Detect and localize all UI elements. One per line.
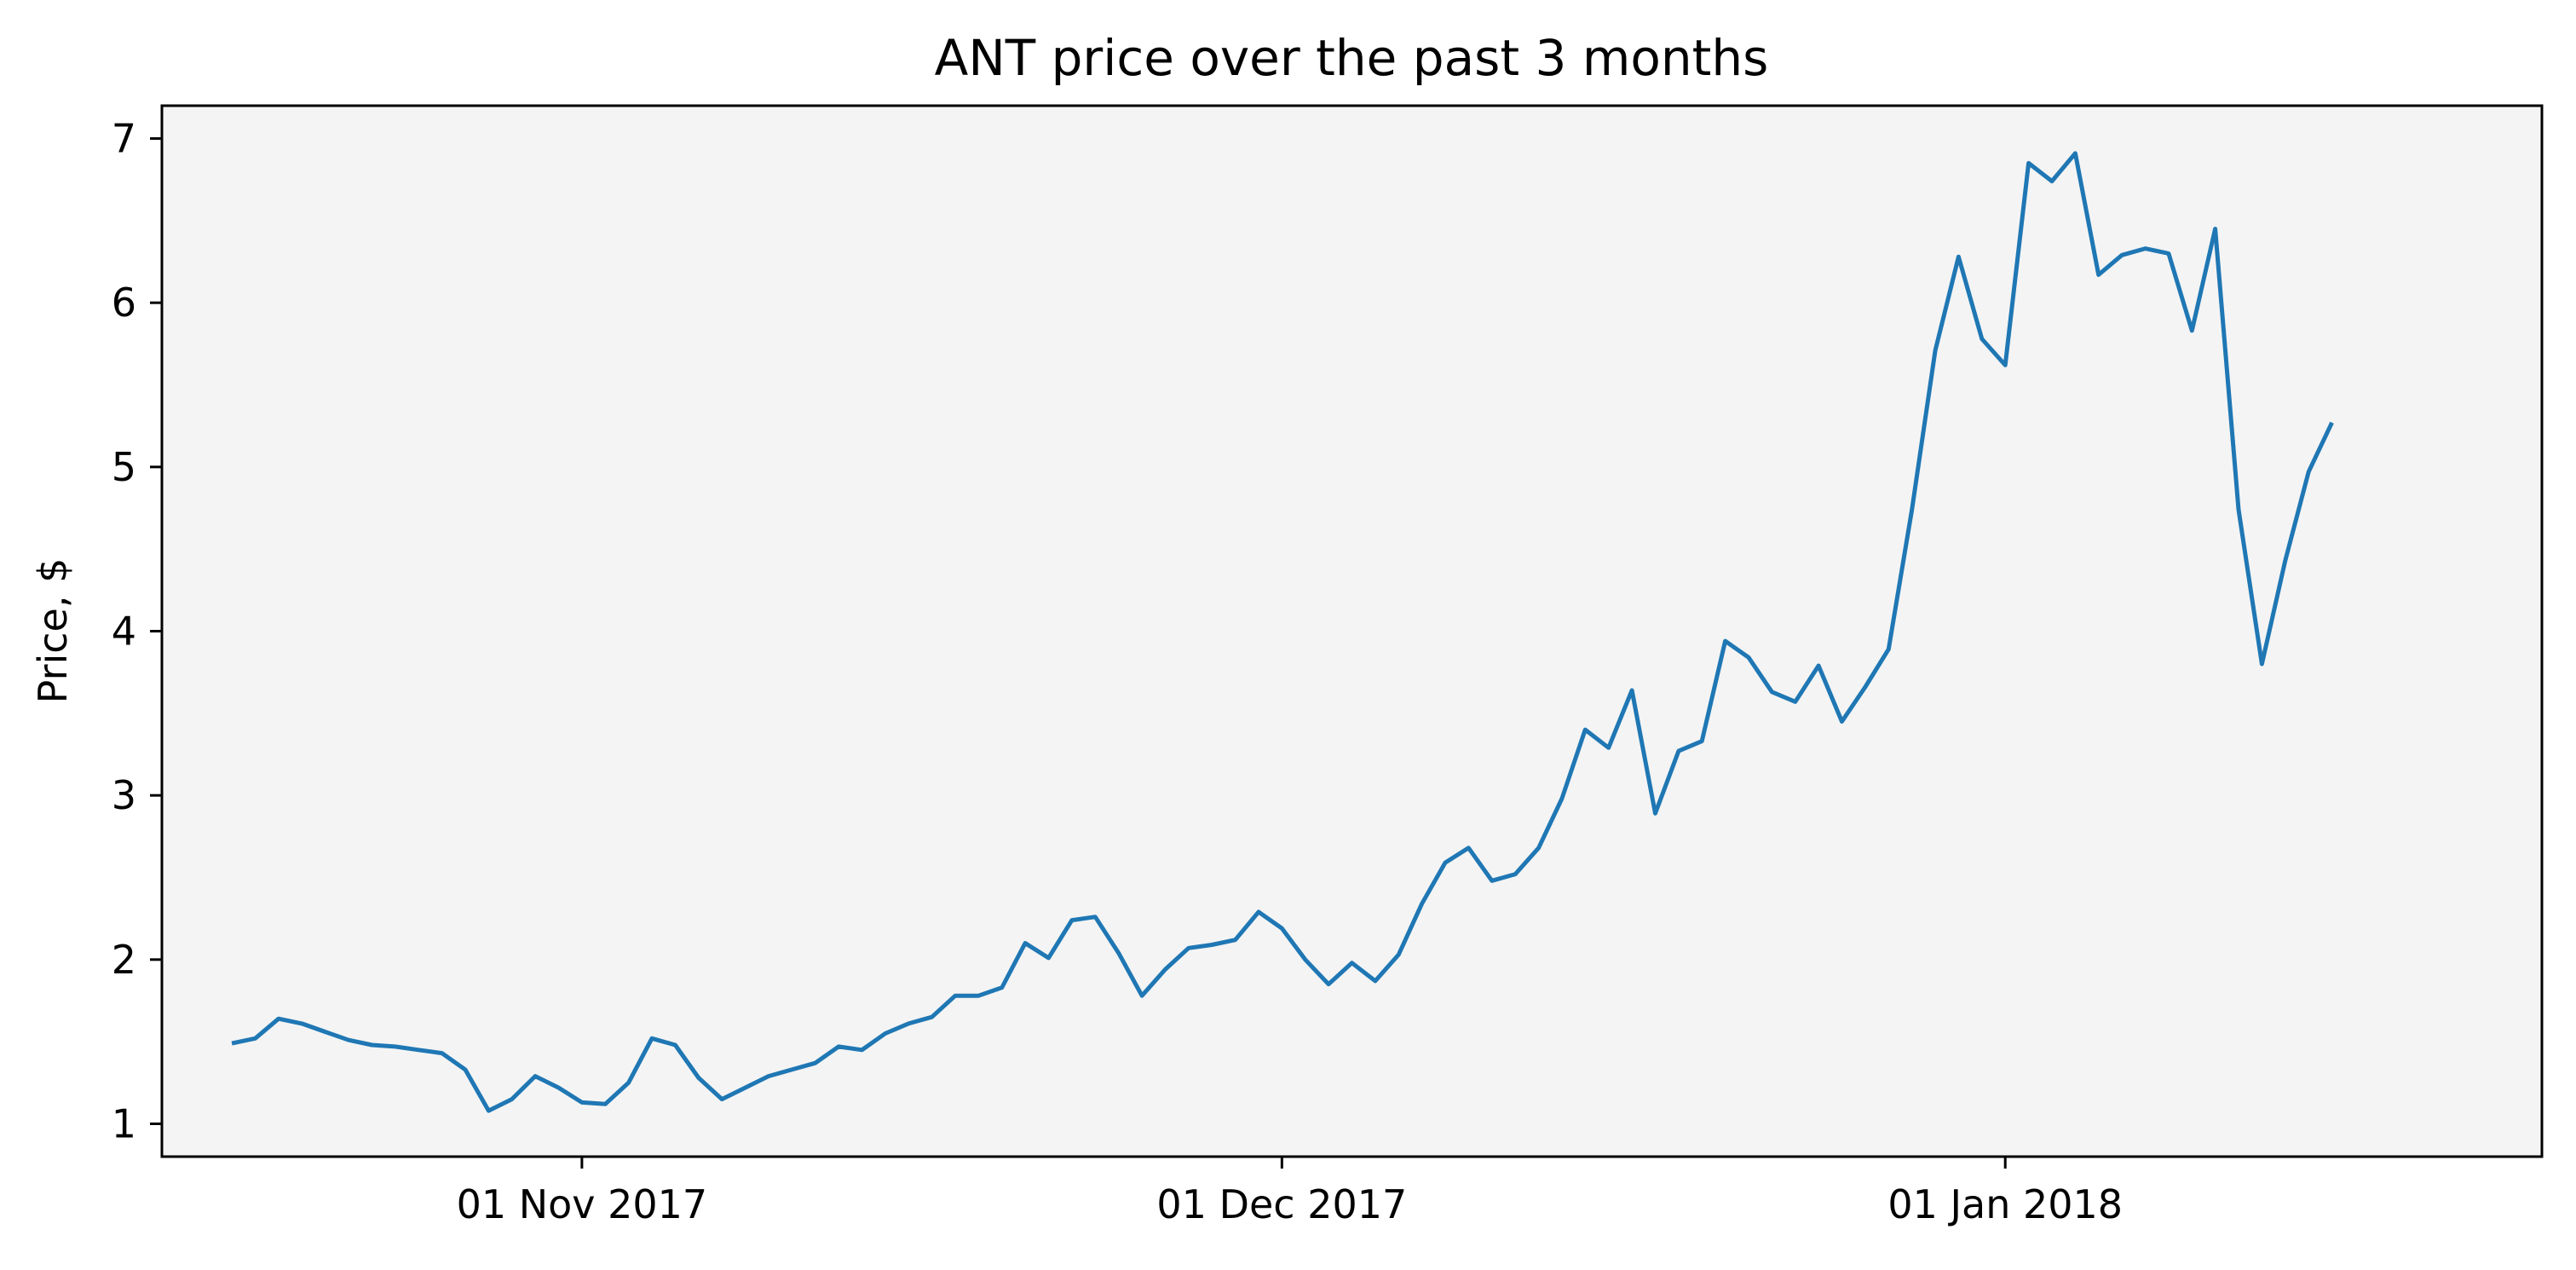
y-tick-label: 7	[112, 116, 136, 162]
y-tick-label: 6	[112, 280, 136, 326]
chart-title: ANT price over the past 3 months	[935, 29, 1769, 87]
y-axis-ticks: 1 2 3 4 5 6 7	[112, 116, 162, 1146]
x-tick-label: 01 Dec 2017	[1156, 1181, 1407, 1227]
y-tick-label: 5	[112, 444, 136, 490]
y-axis-label: Price, $	[30, 558, 76, 704]
plot-frame	[160, 104, 2544, 1158]
plot-area	[162, 106, 2542, 1157]
x-tick-label: 01 Jan 2018	[1887, 1181, 2123, 1227]
x-axis-ticks: 01 Nov 2017 01 Dec 2017 01 Jan 2018	[457, 1157, 2123, 1227]
y-tick-label: 4	[112, 609, 136, 655]
y-tick-label: 3	[112, 772, 136, 818]
y-tick-label: 1	[112, 1100, 136, 1146]
price-series-line	[231, 151, 2334, 1113]
y-tick-label: 2	[112, 937, 136, 983]
x-tick-label: 01 Nov 2017	[457, 1181, 708, 1227]
series-layer	[231, 151, 2334, 1113]
